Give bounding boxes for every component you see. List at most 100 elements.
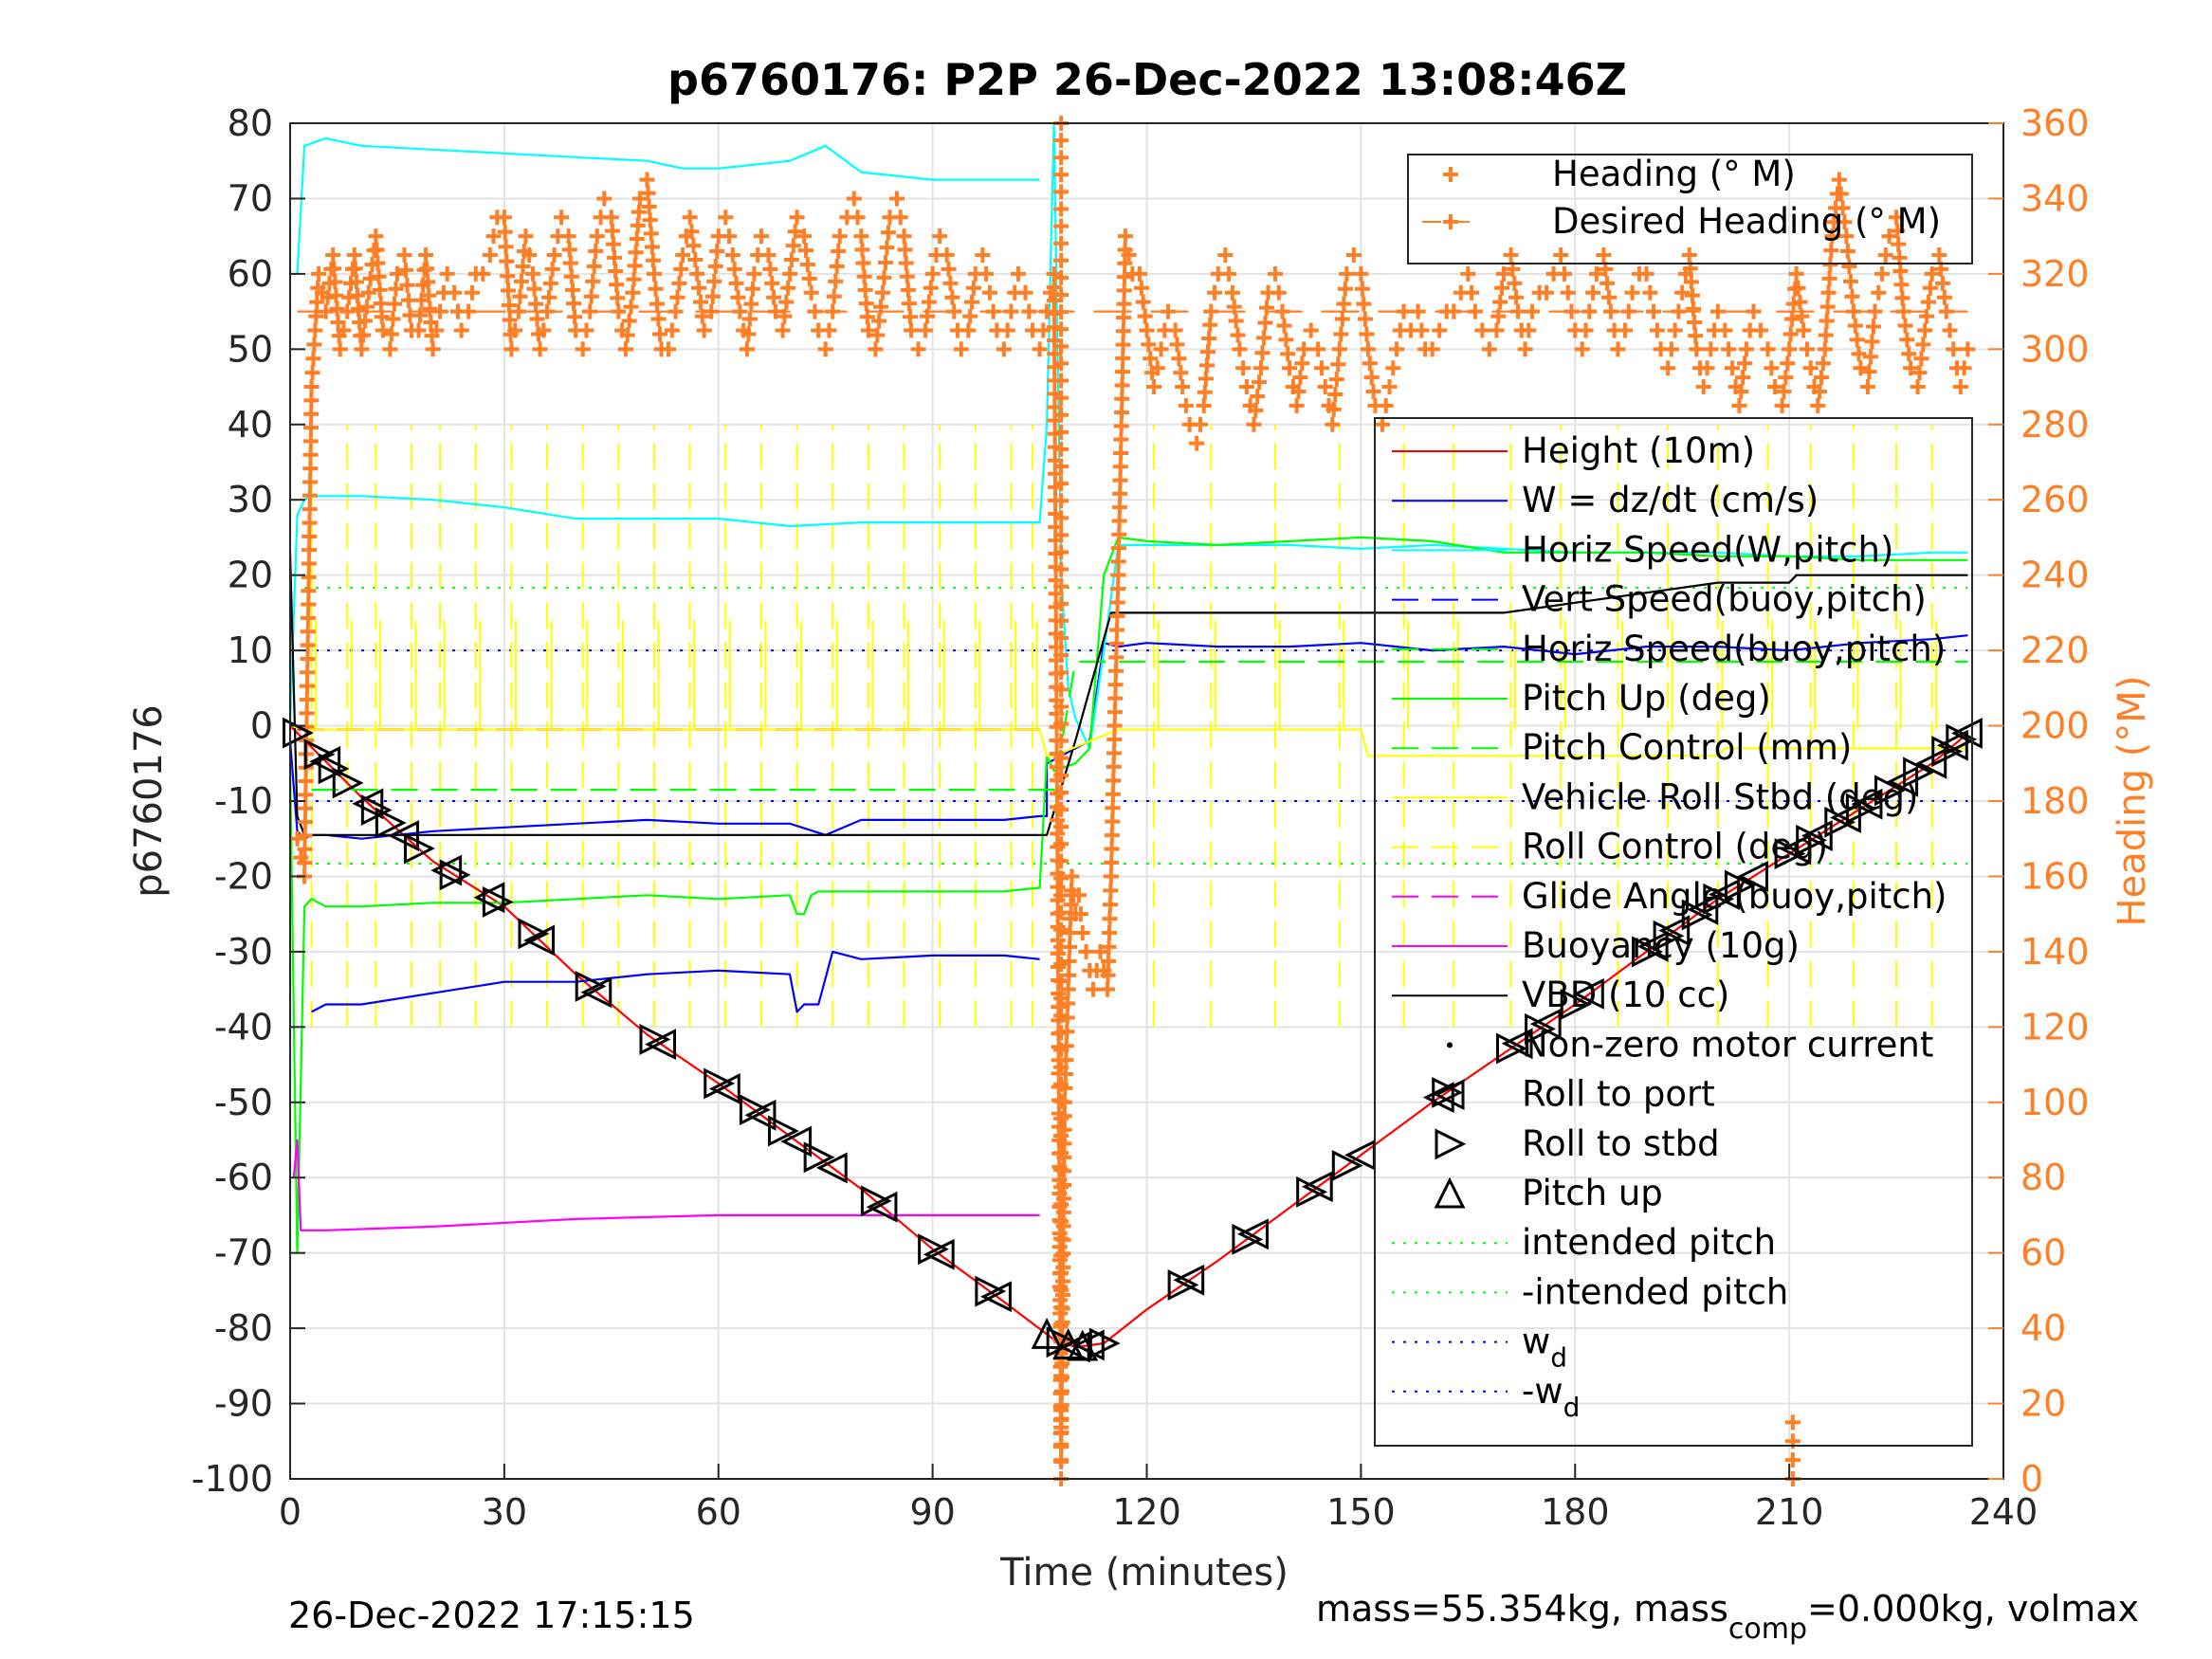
heading-point — [1724, 360, 1740, 376]
heading-point — [554, 210, 570, 226]
heading-jump-point — [1053, 578, 1069, 594]
heading-point — [1173, 365, 1189, 381]
heading-point — [1354, 281, 1370, 297]
heading-point — [423, 314, 439, 330]
y-tick-label: 10 — [228, 629, 273, 671]
heading-point — [385, 311, 401, 327]
heading-point — [1055, 1246, 1071, 1262]
heading-jump-point — [1053, 235, 1069, 251]
heading-point — [704, 288, 721, 304]
heading-point — [869, 327, 886, 343]
heading-point — [1113, 445, 1129, 461]
heading-point — [1890, 223, 1906, 239]
y-tick-label: -30 — [214, 931, 273, 973]
heading-jump-point — [1053, 699, 1069, 715]
x-tick-label: 150 — [1326, 1491, 1396, 1533]
heading-point — [507, 322, 523, 338]
main-legend-label-text: Vert Speed(buoy,pitch) — [1522, 579, 1927, 620]
heading-jump-point — [1053, 373, 1069, 389]
heading-point — [1753, 322, 1769, 338]
heading-point — [1359, 326, 1375, 342]
y-tick-label: 0 — [250, 705, 273, 747]
heading-point — [307, 322, 323, 338]
heading-point — [1102, 911, 1118, 927]
roll-port-marker — [708, 1073, 740, 1104]
heading-point — [300, 624, 316, 640]
heading-point — [923, 280, 939, 296]
heading-point — [360, 284, 376, 301]
heading-point — [1915, 337, 1931, 353]
x-tick-label: 30 — [482, 1491, 527, 1533]
roll-stbd-marker — [739, 1094, 771, 1126]
heading-point — [1060, 981, 1076, 997]
roll-stbd-marker — [704, 1067, 736, 1100]
main-legend-label-text: Horiz Speed(buoy,pitch) — [1522, 629, 1946, 669]
heading-point — [1117, 269, 1133, 285]
roll-port-marker — [1529, 1008, 1562, 1040]
heading-point — [1255, 330, 1271, 346]
heading-point — [411, 322, 427, 338]
heading-point — [336, 322, 352, 338]
roll-port-marker — [1687, 893, 1719, 925]
heading-point — [1271, 284, 1287, 301]
main-legend-box — [1374, 417, 1973, 1447]
roll-stbd-marker — [860, 1185, 892, 1217]
heading-point — [1104, 828, 1120, 844]
heading-point — [631, 204, 647, 220]
heading-point — [859, 309, 875, 325]
heading-point — [899, 268, 915, 284]
heading-point — [1799, 341, 1815, 357]
heading-point — [919, 308, 935, 324]
heading-point — [1112, 485, 1128, 501]
heading-point — [583, 288, 599, 304]
roll-stbd-marker — [332, 767, 364, 799]
heading-point — [1113, 431, 1129, 447]
heading-jump-point — [1053, 1145, 1069, 1161]
heading-point — [485, 228, 502, 245]
heading-point — [1802, 360, 1819, 376]
legend-swatch-plus — [1443, 167, 1458, 182]
heading-point — [1649, 322, 1665, 338]
y2-tick-label: 180 — [2020, 780, 2090, 822]
heading-point — [689, 265, 705, 282]
heading-jump-point — [1053, 853, 1069, 869]
heading-point — [289, 830, 305, 847]
heading-point — [1686, 301, 1702, 317]
heading-point — [1105, 786, 1121, 802]
heading-point — [302, 433, 319, 449]
heading-point — [1695, 379, 1711, 395]
heading-point — [648, 281, 664, 297]
heading-point — [1737, 356, 1753, 372]
heading-point — [664, 322, 680, 338]
heading-point — [1114, 391, 1130, 407]
heading-jump-point — [1053, 1265, 1069, 1281]
heading-point — [1112, 472, 1128, 488]
heading-point — [639, 172, 655, 188]
x-tick-label: 60 — [696, 1491, 741, 1533]
heading-point — [1919, 308, 1935, 324]
footer-mass-suffix: =0.000kg, volmax — [1807, 1588, 2139, 1630]
heading-point — [399, 277, 415, 293]
heading-point — [902, 309, 918, 325]
heading-jump-point — [1053, 665, 1069, 681]
heading-point — [372, 282, 388, 298]
heading-jump-point — [1053, 338, 1069, 355]
pitch-up-marker — [1052, 1327, 1085, 1359]
heading-point — [354, 341, 370, 357]
heading-jump-point — [1053, 510, 1069, 526]
heading-point — [617, 341, 633, 357]
main-legend: Height (10m) W = dz/dt (cm/s) Horiz Speed(… — [1374, 417, 1973, 1447]
heading-point — [1169, 337, 1185, 353]
heading-point — [578, 322, 594, 338]
main-legend-label-sub: d — [1563, 1392, 1581, 1423]
y2-tick-label: 120 — [2020, 1006, 2090, 1048]
main-legend-label: Horiz Speed(buoy,pitch) — [1522, 629, 1946, 669]
heading-point — [1782, 326, 1799, 342]
heading-point — [1105, 800, 1121, 816]
heading-point — [652, 326, 668, 342]
heading-point — [1049, 759, 1065, 775]
heading-point — [828, 273, 844, 289]
heading-point — [301, 583, 317, 599]
heading-point — [1396, 303, 1412, 319]
